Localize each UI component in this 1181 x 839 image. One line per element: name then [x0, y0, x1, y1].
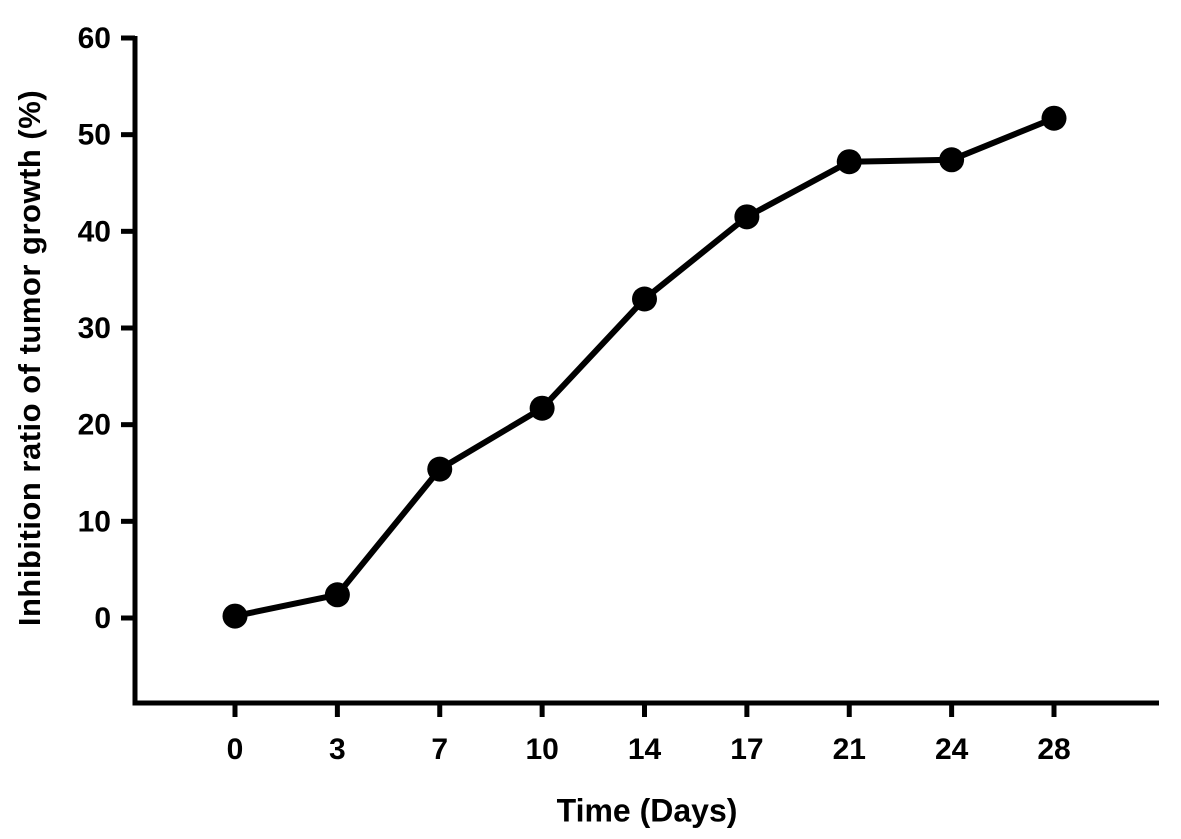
y-tick-label: 0	[94, 602, 111, 635]
data-point-marker	[734, 204, 760, 230]
data-point-marker	[939, 147, 965, 173]
y-tick-label: 50	[78, 119, 111, 152]
data-point-marker	[632, 286, 657, 312]
y-tick-label: 20	[78, 409, 111, 442]
x-axis-title: Time (Days)	[556, 792, 738, 829]
x-tick-label: 10	[525, 733, 558, 766]
x-tick-label: 17	[730, 733, 763, 766]
series-line	[234, 115, 1056, 620]
y-axis-title: Inhibition ratio of tumor growth (%)	[12, 89, 47, 627]
y-tick-label: 40	[78, 215, 111, 248]
x-tick-label: 0	[227, 733, 244, 766]
data-point-marker	[324, 582, 350, 608]
y-tick-label: 30	[78, 312, 111, 345]
data-point-marker	[427, 456, 453, 482]
x-tick-label: 28	[1037, 733, 1070, 766]
x-tick-label: 14	[628, 733, 662, 766]
x-tick-label: 7	[431, 733, 448, 766]
data-point-marker	[222, 603, 248, 629]
y-tick-label: 10	[78, 505, 111, 538]
data-point-marker	[836, 149, 862, 175]
x-tick-label: 21	[833, 733, 866, 766]
data-point-marker	[1041, 105, 1067, 131]
data-point-marker	[529, 395, 555, 421]
y-tick-label: 60	[78, 22, 111, 55]
x-tick-label: 3	[329, 733, 346, 766]
x-tick-label: 24	[935, 733, 969, 766]
